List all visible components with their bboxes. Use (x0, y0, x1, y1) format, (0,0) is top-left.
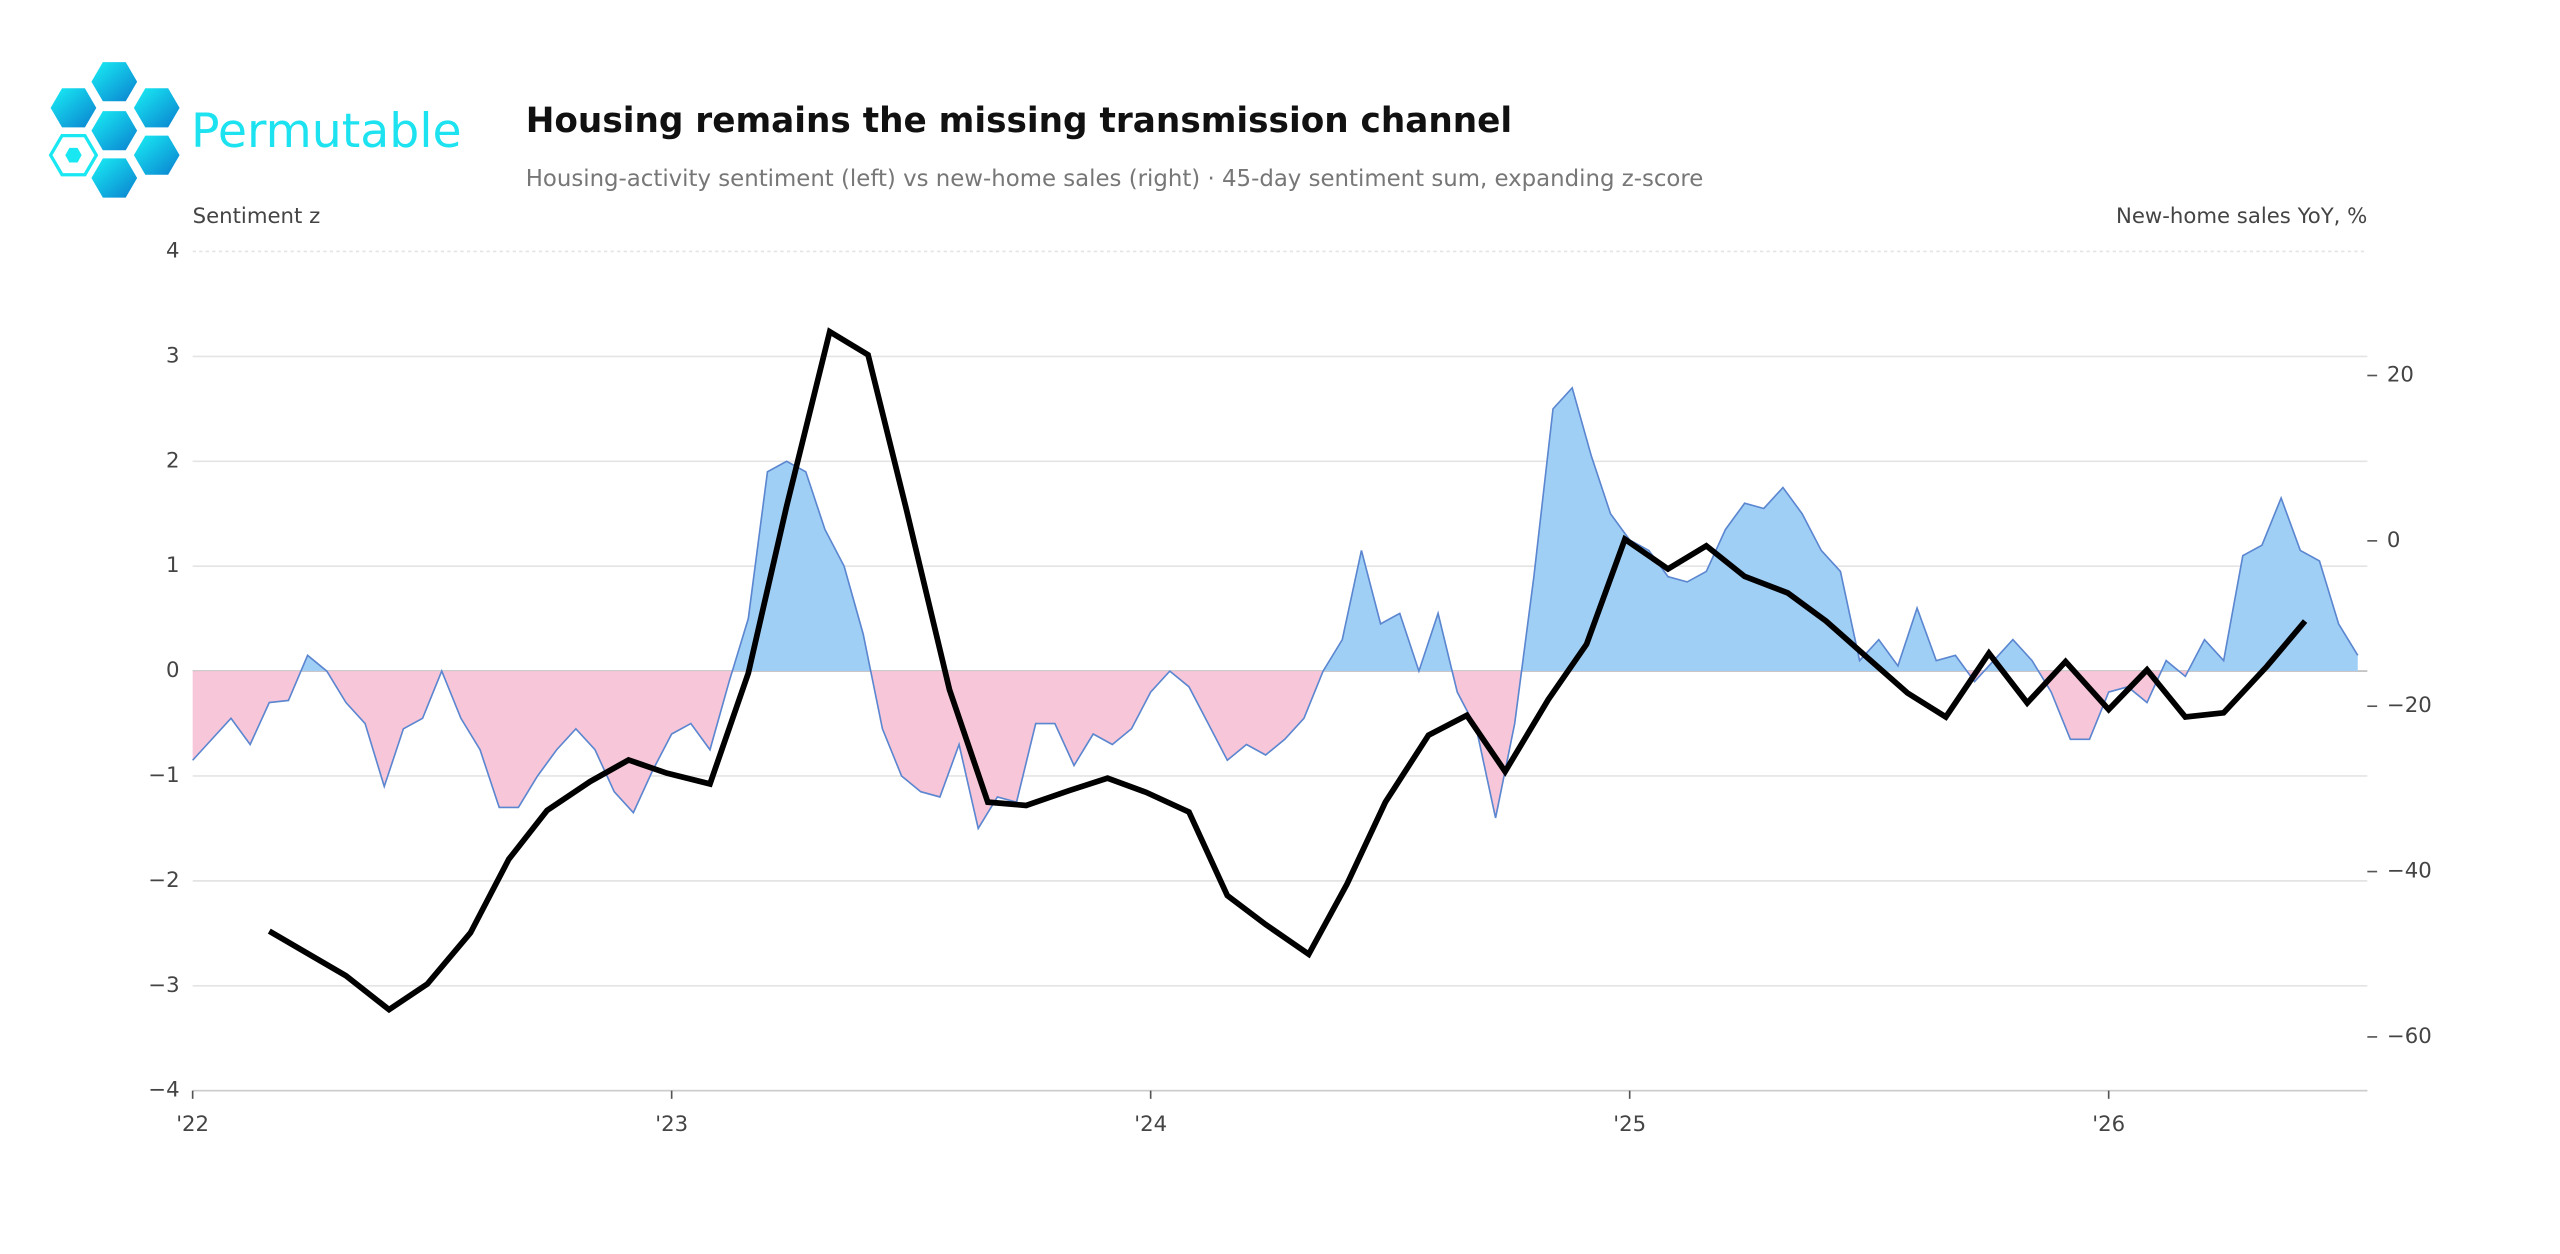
chart-subtitle: Housing-activity sentiment (left) vs new… (526, 166, 1704, 192)
y-tick-label: −4 (148, 1078, 179, 1103)
y-tick-label: 1 (166, 553, 180, 578)
sentiment-line (192, 386, 2359, 831)
y-axis-label: Sentiment z (193, 204, 321, 229)
y-tick-label: −1 (148, 763, 179, 788)
y2-tick-label: −60 (2387, 1024, 2432, 1049)
y2-tick-label: 0 (2387, 528, 2401, 553)
y-tick-label: −3 (148, 973, 179, 998)
y-tick-label: 4 (166, 238, 180, 263)
logo-mark (48, 62, 180, 198)
y-tick-label: 2 (166, 448, 180, 473)
y-tick-label: −2 (148, 868, 179, 893)
x-tick-label: '23 (655, 1112, 688, 1137)
chart-title: Housing remains the missing transmission… (526, 101, 1512, 141)
y-tick-label: 3 (166, 343, 180, 368)
sentiment-area (192, 387, 2358, 829)
y2-tick-label: −20 (2387, 693, 2432, 718)
logo-text: Permutable (191, 104, 462, 159)
x-tick-label: '26 (2092, 1112, 2125, 1137)
x-tick-label: '24 (1134, 1112, 1167, 1137)
x-tick-label: '25 (1613, 1112, 1646, 1137)
x-tick-label: '22 (176, 1112, 209, 1137)
y2-tick-label: 20 (2387, 363, 2414, 388)
y2-tick-label: −40 (2387, 859, 2432, 884)
y-tick-label: 0 (166, 658, 180, 683)
sales-line (267, 327, 2308, 1014)
y2-axis-label: New-home sales YoY, % (2116, 204, 2367, 229)
